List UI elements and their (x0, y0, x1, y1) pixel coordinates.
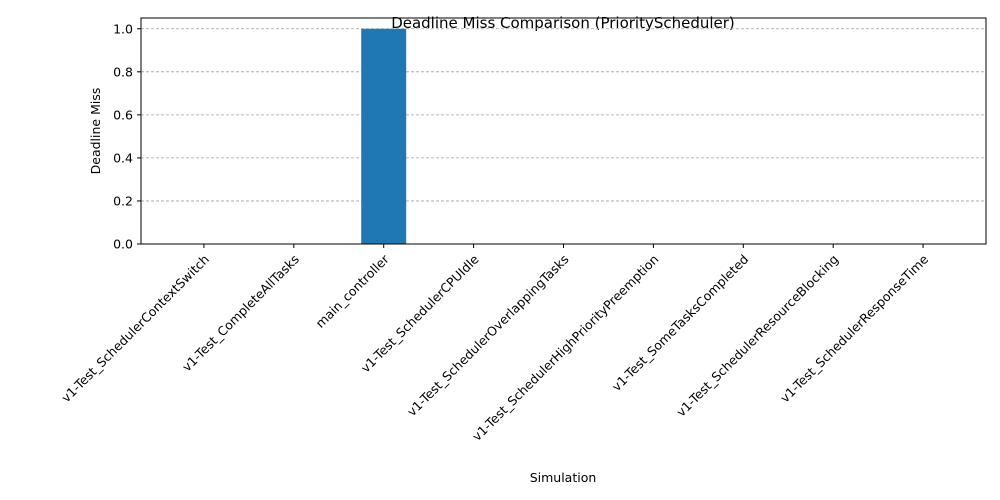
x-tick-label: v1-Test_SchedulerHighPriorityPreemption (469, 252, 661, 444)
y-tick-label: 1.0 (113, 21, 133, 36)
x-axis: v1-Test_SchedulerContextSwitchv1-Test_Co… (58, 244, 931, 444)
x-tick-label: v1-Test_SchedulerContextSwitch (58, 252, 212, 406)
y-axis: 0.0 0.2 0.4 0.6 0.8 1.0 (113, 21, 141, 252)
y-axis-label: Deadline Miss (88, 88, 103, 175)
bars (361, 28, 407, 245)
y-tick-label: 0.0 (113, 237, 133, 252)
y-tick-label: 0.6 (113, 107, 133, 122)
x-tick-label: v1-Test_SchedulerResourceBlocking (673, 252, 841, 420)
y-tick-label: 0.8 (113, 64, 133, 79)
gridlines (141, 28, 986, 202)
x-tick-label: main_controller (313, 251, 393, 331)
x-tick-label: v1-Test_SchedulerResponseTime (777, 251, 931, 405)
plot-frame (140, 17, 987, 245)
x-tick-label: v1-Test_SchedulerOverlappingTasks (404, 252, 572, 420)
y-tick-label: 0.2 (113, 193, 133, 208)
bar-2 (361, 28, 407, 245)
chart-title: Deadline Miss Comparison (PrioritySchedu… (391, 14, 735, 32)
x-axis-label: Simulation (530, 470, 597, 485)
y-tick-label: 0.4 (113, 150, 133, 165)
